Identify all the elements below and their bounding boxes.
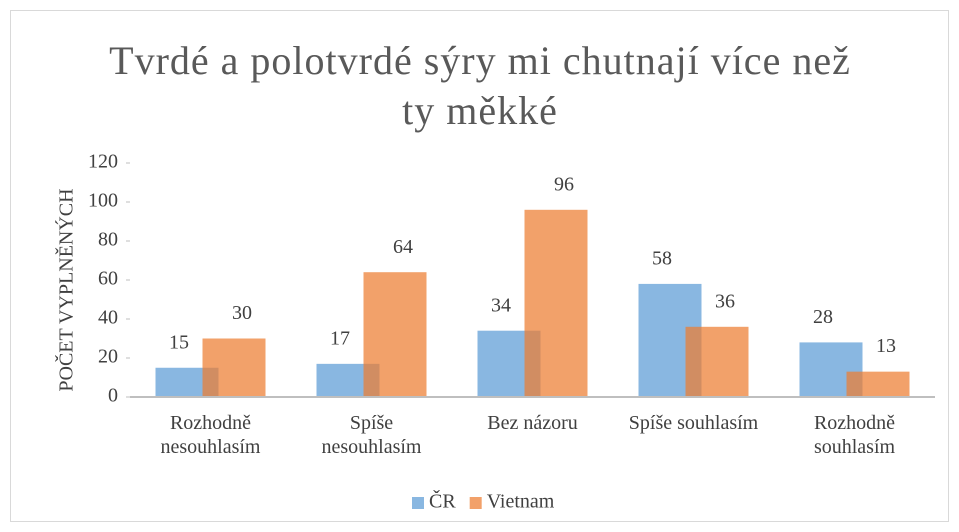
data-label: 96 [554, 173, 574, 195]
y-tick-label: 100 [88, 190, 118, 212]
bar [685, 326, 749, 397]
data-label: 28 [813, 306, 833, 328]
y-tick-label: 80 [98, 229, 118, 251]
bar [202, 338, 266, 397]
legend-swatch [469, 497, 482, 509]
y-tick-label: 120 [88, 151, 118, 173]
data-label: 30 [232, 302, 252, 324]
x-tick-label: Spíše nesouhlasím [321, 412, 422, 458]
data-label: 17 [330, 327, 350, 349]
y-axis-label: POČET VYPLNĚNÝCH [54, 188, 78, 391]
x-tick-label: Bez názoru [487, 412, 578, 434]
chart-frame [10, 10, 949, 522]
y-tick-label: 60 [98, 268, 118, 290]
legend-label: ČR [429, 489, 456, 513]
y-tick-label: 0 [108, 385, 118, 407]
bar [363, 272, 427, 397]
data-label: 58 [652, 247, 672, 269]
x-tick-label: Rozhodně nesouhlasím [160, 412, 261, 458]
y-tick-label: 40 [98, 307, 118, 329]
x-tick-label: Spíše souhlasím [628, 412, 759, 434]
legend-swatch [412, 497, 424, 509]
y-tick-label: 20 [98, 346, 118, 368]
chart-title: Tvrdé a polotvrdé sýry mi chutnají více … [109, 38, 851, 133]
x-tick-label: Rozhodně souhlasím [813, 412, 896, 458]
bar [524, 209, 588, 397]
data-label: 34 [491, 294, 511, 316]
data-label: 13 [876, 335, 896, 357]
bar [846, 371, 910, 397]
data-label: 36 [715, 290, 735, 312]
legend-label: Vietnam [487, 491, 555, 513]
data-label: 15 [169, 331, 189, 353]
data-label: 64 [393, 236, 413, 258]
